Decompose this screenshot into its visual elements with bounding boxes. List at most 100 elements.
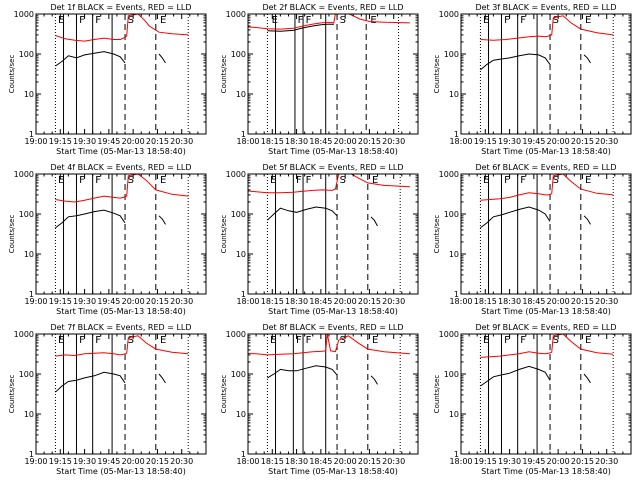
events-series-line	[158, 53, 166, 64]
plot-frame	[35, 13, 207, 135]
x-tick-label: 18:00	[449, 297, 472, 306]
marker-label: F	[298, 15, 304, 26]
detector-panel: Det 6f BLACK = Events, RED = LLD E F F S E 1 10…	[433, 163, 632, 316]
y-tick-label: 100	[19, 210, 34, 219]
x-tick-label: 20:00	[334, 137, 357, 146]
x-tick-label: 20:15	[358, 457, 381, 466]
x-tick-label: 20:15	[571, 297, 594, 306]
y-tick-label: 100	[231, 370, 246, 379]
marker-label: F	[504, 335, 510, 346]
lld-series-line	[55, 335, 189, 357]
detector-panel: Det 2f BLACK = Events, RED = LLD E F F S E 1 10…	[220, 3, 419, 156]
marker-label: E	[270, 175, 276, 186]
y-tick-label: 10	[24, 90, 34, 99]
y-tick-label: 1000	[439, 10, 459, 19]
panel-title: Det 5f BLACK = Events, RED = LLD	[262, 163, 403, 172]
x-tick-label: 20:30	[595, 137, 618, 146]
x-tick-label: 20:00	[122, 297, 145, 306]
events-series-line	[583, 54, 591, 64]
events-series-line	[480, 365, 551, 387]
plot-frame	[35, 333, 207, 455]
x-tick-label: 20:15	[571, 457, 594, 466]
marker-label: S	[340, 15, 346, 26]
x-tick-label: 20:30	[382, 457, 405, 466]
x-tick-label: 19:30	[498, 137, 521, 146]
y-tick-label: 100	[231, 50, 246, 59]
y-axis-label: Counts/sec	[220, 375, 228, 414]
panel-title: Det 6f BLACK = Events, RED = LLD	[475, 163, 616, 172]
x-tick-label: 19:15	[49, 297, 72, 306]
marker-label: E	[58, 335, 64, 346]
x-tick-label: 19:30	[498, 457, 521, 466]
x-axis-label: Start Time (05-Mar-13 18:58:40)	[268, 467, 398, 476]
events-series-line	[158, 373, 166, 384]
plot-frame	[247, 173, 419, 295]
marker-label: F	[504, 15, 510, 26]
x-tick-label: 18:00	[236, 457, 259, 466]
x-axis-label: Start Time (05-Mar-13 18:58:40)	[56, 467, 186, 476]
y-tick-label: 10	[449, 90, 459, 99]
marker-label: S	[340, 335, 346, 346]
x-tick-label: 20:30	[595, 457, 618, 466]
marker-label: F	[306, 175, 312, 186]
y-tick-label: 1	[241, 290, 246, 299]
marker-label: S	[340, 175, 346, 186]
x-tick-label: 19:15	[474, 457, 497, 466]
y-tick-label: 1000	[14, 10, 34, 19]
detector-panel: Det 7f BLACK = Events, RED = LLD E F F S E 1 10…	[8, 323, 207, 476]
detector-panel: Det 4f BLACK = Events, RED = LLD E F F S E 1 10…	[8, 163, 207, 316]
x-tick-label: 20:15	[358, 137, 381, 146]
y-tick-label: 100	[19, 50, 34, 59]
marker-label: F	[95, 175, 101, 186]
x-axis-label: Start Time (05-Mar-13 18:58:40)	[481, 147, 611, 156]
events-series-line	[583, 373, 591, 384]
x-tick-label: 18:45	[309, 297, 332, 306]
y-tick-label: 10	[24, 410, 34, 419]
x-tick-label: 20:00	[334, 297, 357, 306]
detector-panel: Det 8f BLACK = Events, RED = LLD E F F S E 1 10…	[220, 323, 419, 476]
lld-series-line	[55, 174, 189, 203]
marker-label: F	[520, 175, 526, 186]
marker-label: E	[58, 175, 64, 186]
marker-label: F	[95, 15, 101, 26]
y-tick-label: 1000	[226, 330, 246, 339]
x-tick-label: 20:00	[334, 457, 357, 466]
events-series-line	[370, 375, 378, 385]
x-tick-label: 19:15	[49, 457, 72, 466]
marker-label: F	[306, 15, 312, 26]
y-tick-label: 1	[29, 290, 34, 299]
marker-label: E	[270, 335, 276, 346]
y-tick-label: 1000	[14, 330, 34, 339]
x-tick-label: 19:45	[97, 457, 120, 466]
lld-series-line	[55, 14, 189, 42]
marker-label: F	[95, 335, 101, 346]
marker-label: F	[504, 175, 510, 186]
x-axis-label: Start Time (05-Mar-13 18:58:40)	[481, 307, 611, 316]
y-tick-label: 1000	[14, 170, 34, 179]
marker-label: E	[585, 175, 591, 186]
y-tick-label: 100	[444, 50, 459, 59]
x-tick-label: 20:00	[547, 137, 570, 146]
detector-panel: Det 5f BLACK = Events, RED = LLD E F F S E 1 10…	[220, 163, 419, 316]
y-axis-label: Counts/sec	[8, 215, 16, 254]
marker-label: E	[272, 15, 278, 26]
y-tick-label: 1	[29, 450, 34, 459]
marker-label: E	[58, 15, 64, 26]
x-tick-label: 19:45	[97, 297, 120, 306]
lld-series-line	[480, 15, 614, 41]
y-tick-label: 100	[444, 210, 459, 219]
marker-label: F	[79, 335, 85, 346]
x-tick-label: 20:15	[146, 297, 169, 306]
x-tick-label: 18:30	[285, 457, 308, 466]
plot-frame	[247, 333, 419, 455]
x-tick-label: 18:45	[522, 297, 545, 306]
events-series-line	[158, 215, 166, 225]
x-tick-label: 20:15	[146, 457, 169, 466]
x-tick-label: 18:00	[236, 297, 259, 306]
x-tick-label: 19:00	[24, 137, 47, 146]
detector-panel: Det 3f BLACK = Events, RED = LLD E F F S E 1 10…	[433, 3, 632, 156]
x-tick-label: 18:00	[236, 137, 259, 146]
marker-label: F	[296, 335, 302, 346]
x-tick-label: 20:30	[382, 137, 405, 146]
x-tick-label: 20:15	[146, 137, 169, 146]
